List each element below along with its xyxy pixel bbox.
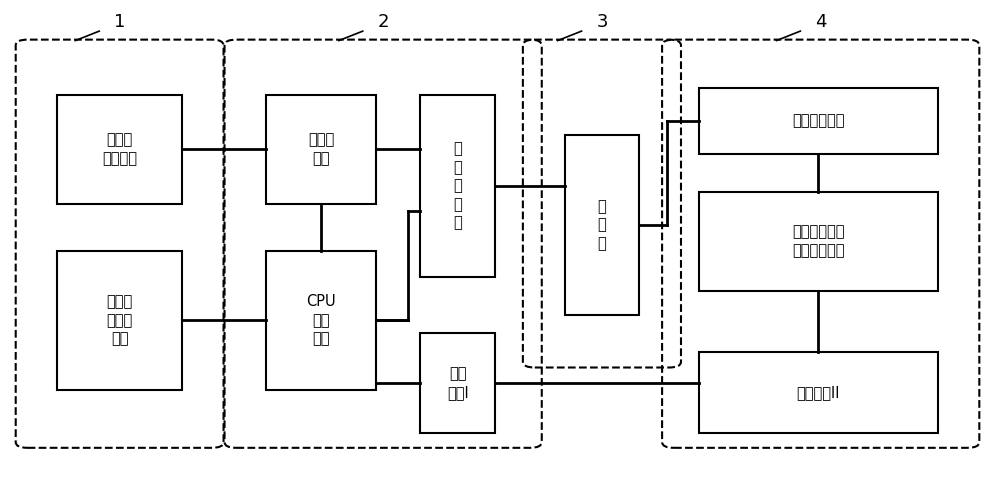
- FancyBboxPatch shape: [266, 251, 376, 390]
- Text: 推
进
器: 推 进 器: [598, 199, 606, 251]
- FancyBboxPatch shape: [699, 192, 938, 291]
- Text: 电流传
感器: 电流传 感器: [308, 132, 334, 166]
- Text: 通讯模块II: 通讯模块II: [796, 385, 840, 400]
- FancyBboxPatch shape: [57, 251, 182, 390]
- Text: 电流显示模块: 电流显示模块: [792, 113, 844, 129]
- Text: 通讯
模块I: 通讯 模块I: [447, 366, 469, 400]
- Text: 4: 4: [815, 13, 827, 31]
- Text: 2: 2: [378, 13, 389, 31]
- Text: CPU
系统
模块: CPU 系统 模块: [306, 294, 336, 347]
- FancyBboxPatch shape: [420, 95, 495, 277]
- Text: 驱
动
器
模
块: 驱 动 器 模 块: [453, 141, 462, 230]
- FancyBboxPatch shape: [565, 135, 639, 315]
- FancyBboxPatch shape: [266, 95, 376, 204]
- FancyBboxPatch shape: [57, 95, 182, 204]
- FancyBboxPatch shape: [420, 334, 495, 433]
- Text: 小波七点平滑
耦合降噪模块: 小波七点平滑 耦合降噪模块: [792, 225, 844, 258]
- Text: 推进器
电源模块: 推进器 电源模块: [102, 132, 137, 166]
- FancyBboxPatch shape: [699, 352, 938, 433]
- Text: 1: 1: [114, 13, 126, 31]
- FancyBboxPatch shape: [699, 88, 938, 154]
- Text: 主控系
统电源
模块: 主控系 统电源 模块: [106, 294, 133, 347]
- Text: 3: 3: [597, 13, 608, 31]
